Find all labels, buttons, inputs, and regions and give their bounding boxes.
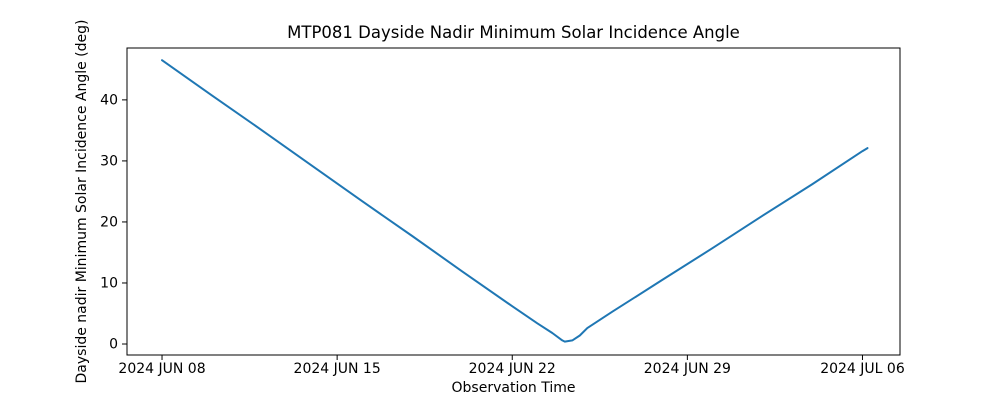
y-tick-label: 0	[109, 337, 118, 353]
y-tick-label: 40	[100, 92, 118, 108]
x-axis-label: Observation Time	[452, 380, 576, 396]
series-line-dayside-nadir-minimum-solar-incidence-angle	[161, 59, 869, 343]
y-tick-label: 30	[100, 153, 118, 169]
x-tick-label: 2024 JUN 15	[294, 361, 381, 377]
y-axis-ticks: 0 10 20 30 40	[100, 92, 127, 353]
x-tick-label: 2024 JUN 29	[644, 361, 731, 377]
x-tick-label: 2024 JUN 22	[469, 361, 556, 377]
data-series	[161, 59, 869, 343]
plot-frame	[126, 47, 901, 356]
x-tick-label: 2024 JUN 08	[118, 361, 205, 377]
chart-title: MTP081 Dayside Nadir Minimum Solar Incid…	[287, 23, 740, 42]
plot-border	[126, 47, 901, 356]
y-tick-label: 20	[100, 214, 118, 230]
x-axis-ticks: 2024 JUN 08 2024 JUN 15 2024 JUN 22 2024 JU…	[118, 355, 905, 377]
y-tick-label: 10	[100, 275, 118, 291]
x-tick-label: 2024 JUL 06	[820, 361, 905, 377]
y-axis-label: Dayside nadir Minimum Solar Incidence An…	[74, 20, 90, 384]
